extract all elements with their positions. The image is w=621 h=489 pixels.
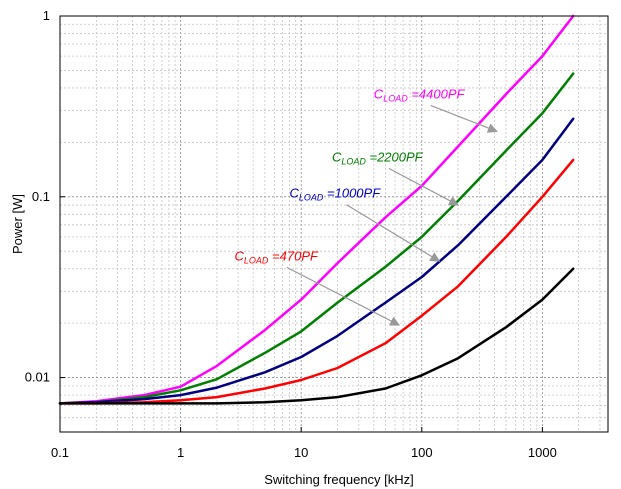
y-axis-ticks: 0.01 0.1 1 xyxy=(25,8,65,385)
x-axis-ticks: 0.1 1 10 100 1000 xyxy=(51,427,557,460)
series-line-0 xyxy=(58,14,575,405)
series-line-2 xyxy=(58,117,575,405)
annotation-arrow-2 xyxy=(346,204,441,262)
x-axis-title: Switching frequency [kHz] xyxy=(264,472,414,487)
annotation-label-1: CLOAD =2200PF xyxy=(332,149,424,166)
series-line-1 xyxy=(58,72,575,405)
series-line-3 xyxy=(58,158,575,405)
series-group xyxy=(58,14,575,405)
series-line-4 xyxy=(58,267,575,405)
annotation-label-3: CLOAD =470PF xyxy=(235,248,319,265)
x-tick-label: 10 xyxy=(294,445,308,460)
grid xyxy=(59,15,608,433)
y-tick-label: 0.01 xyxy=(25,370,50,385)
x-tick-label: 1 xyxy=(177,445,184,460)
annotation-arrow-3 xyxy=(286,266,401,326)
y-tick-label: 0.1 xyxy=(32,189,50,204)
annotation-label-0: CLOAD =4400PF xyxy=(374,86,466,103)
annotations: CLOAD =4400PF CLOAD =2200PF CLOAD =1000PF C… xyxy=(235,86,498,326)
x-tick-label: 100 xyxy=(411,445,433,460)
annotation-arrow-1 xyxy=(388,167,459,206)
y-axis-title: Power [W] xyxy=(10,194,25,254)
plot-frame xyxy=(59,15,609,433)
y-tick-label: 1 xyxy=(43,8,50,23)
x-tick-label: 0.1 xyxy=(51,445,69,460)
x-tick-label: 1000 xyxy=(528,445,557,460)
annotation-label-2: CLOAD =1000PF xyxy=(290,186,382,203)
annotation-arrow-0 xyxy=(430,104,498,133)
